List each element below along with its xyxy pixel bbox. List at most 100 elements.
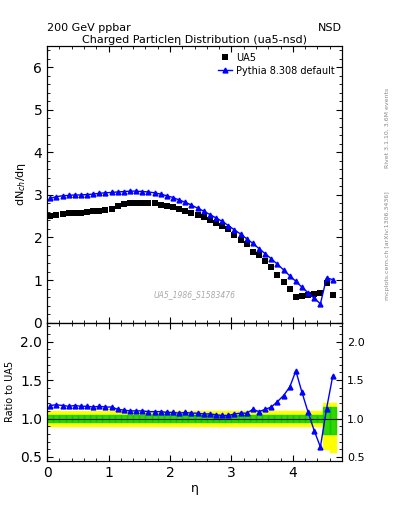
- Line: UA5: UA5: [47, 200, 336, 300]
- Pythia 8.308 default: [312, 295, 317, 302]
- Title: Charged Particleη Distribution (ua5-nsd): Charged Particleη Distribution (ua5-nsd): [82, 35, 307, 45]
- UA5: [128, 200, 132, 206]
- UA5: [195, 212, 200, 219]
- Pythia 8.308 default: [177, 197, 182, 203]
- Pythia 8.308 default: [171, 195, 175, 201]
- UA5: [331, 292, 335, 298]
- Pythia 8.308 default: [294, 278, 298, 284]
- UA5: [250, 249, 255, 255]
- UA5: [171, 204, 175, 210]
- UA5: [189, 210, 194, 216]
- Pythia 8.308 default: [79, 192, 83, 198]
- Pythia 8.308 default: [238, 231, 243, 237]
- Text: NSD: NSD: [318, 23, 342, 33]
- Pythia 8.308 default: [201, 208, 206, 214]
- Pythia 8.308 default: [146, 189, 151, 195]
- Pythia 8.308 default: [263, 250, 268, 257]
- UA5: [97, 208, 102, 214]
- UA5: [152, 200, 157, 206]
- Pythia 8.308 default: [232, 227, 237, 233]
- Pythia 8.308 default: [66, 193, 71, 199]
- Pythia 8.308 default: [165, 193, 169, 199]
- Pythia 8.308 default: [331, 276, 335, 283]
- UA5: [91, 208, 95, 214]
- Text: mcplots.cern.ch [arXiv:1306.3436]: mcplots.cern.ch [arXiv:1306.3436]: [385, 191, 390, 300]
- Pythia 8.308 default: [121, 188, 126, 195]
- Pythia 8.308 default: [109, 189, 114, 196]
- Pythia 8.308 default: [220, 218, 224, 224]
- Pythia 8.308 default: [189, 202, 194, 208]
- Pythia 8.308 default: [250, 240, 255, 246]
- UA5: [54, 212, 59, 219]
- UA5: [226, 226, 231, 232]
- UA5: [134, 200, 139, 206]
- UA5: [60, 211, 65, 217]
- Text: UA5_1986_S1583476: UA5_1986_S1583476: [154, 290, 235, 300]
- UA5: [281, 279, 286, 285]
- UA5: [232, 232, 237, 239]
- Pythia 8.308 default: [140, 188, 145, 195]
- Pythia 8.308 default: [128, 188, 132, 194]
- Pythia 8.308 default: [281, 267, 286, 273]
- Pythia 8.308 default: [54, 194, 59, 200]
- Pythia 8.308 default: [226, 223, 231, 229]
- X-axis label: η: η: [191, 482, 198, 496]
- UA5: [48, 213, 53, 219]
- UA5: [85, 209, 90, 215]
- Pythia 8.308 default: [324, 275, 329, 281]
- Pythia 8.308 default: [318, 301, 323, 307]
- UA5: [318, 290, 323, 296]
- Pythia 8.308 default: [195, 205, 200, 211]
- UA5: [299, 293, 304, 299]
- UA5: [324, 280, 329, 286]
- UA5: [140, 200, 145, 206]
- Pythia 8.308 default: [287, 273, 292, 279]
- Pythia 8.308 default: [257, 245, 261, 251]
- Pythia 8.308 default: [183, 199, 188, 205]
- UA5: [165, 203, 169, 209]
- UA5: [257, 251, 261, 258]
- Pythia 8.308 default: [60, 193, 65, 199]
- UA5: [79, 210, 83, 216]
- Pythia 8.308 default: [152, 190, 157, 196]
- UA5: [214, 220, 219, 226]
- Pythia 8.308 default: [97, 190, 102, 196]
- UA5: [72, 210, 77, 216]
- Pythia 8.308 default: [244, 236, 249, 242]
- Pythia 8.308 default: [134, 188, 139, 194]
- UA5: [158, 202, 163, 208]
- UA5: [269, 264, 274, 270]
- UA5: [275, 272, 280, 278]
- UA5: [306, 292, 310, 298]
- UA5: [146, 200, 151, 206]
- Pythia 8.308 default: [116, 189, 120, 195]
- UA5: [103, 207, 108, 213]
- Pythia 8.308 default: [91, 191, 95, 197]
- Pythia 8.308 default: [158, 191, 163, 197]
- Pythia 8.308 default: [85, 191, 90, 198]
- UA5: [244, 241, 249, 247]
- Pythia 8.308 default: [269, 255, 274, 262]
- Pythia 8.308 default: [72, 192, 77, 198]
- UA5: [312, 291, 317, 297]
- Pythia 8.308 default: [214, 215, 219, 221]
- Pythia 8.308 default: [306, 290, 310, 296]
- UA5: [116, 203, 120, 209]
- Line: Pythia 8.308 default: Pythia 8.308 default: [48, 189, 335, 306]
- Y-axis label: Ratio to UA5: Ratio to UA5: [5, 361, 15, 422]
- UA5: [294, 294, 298, 300]
- UA5: [177, 205, 182, 211]
- UA5: [201, 215, 206, 221]
- UA5: [287, 286, 292, 292]
- Y-axis label: dN$_{ch}$/dη: dN$_{ch}$/dη: [14, 162, 28, 206]
- Pythia 8.308 default: [275, 261, 280, 267]
- Pythia 8.308 default: [48, 195, 53, 201]
- UA5: [109, 206, 114, 212]
- Pythia 8.308 default: [103, 190, 108, 196]
- Pythia 8.308 default: [299, 284, 304, 290]
- UA5: [121, 201, 126, 207]
- Pythia 8.308 default: [208, 211, 212, 218]
- UA5: [208, 218, 212, 224]
- UA5: [183, 208, 188, 214]
- UA5: [238, 237, 243, 243]
